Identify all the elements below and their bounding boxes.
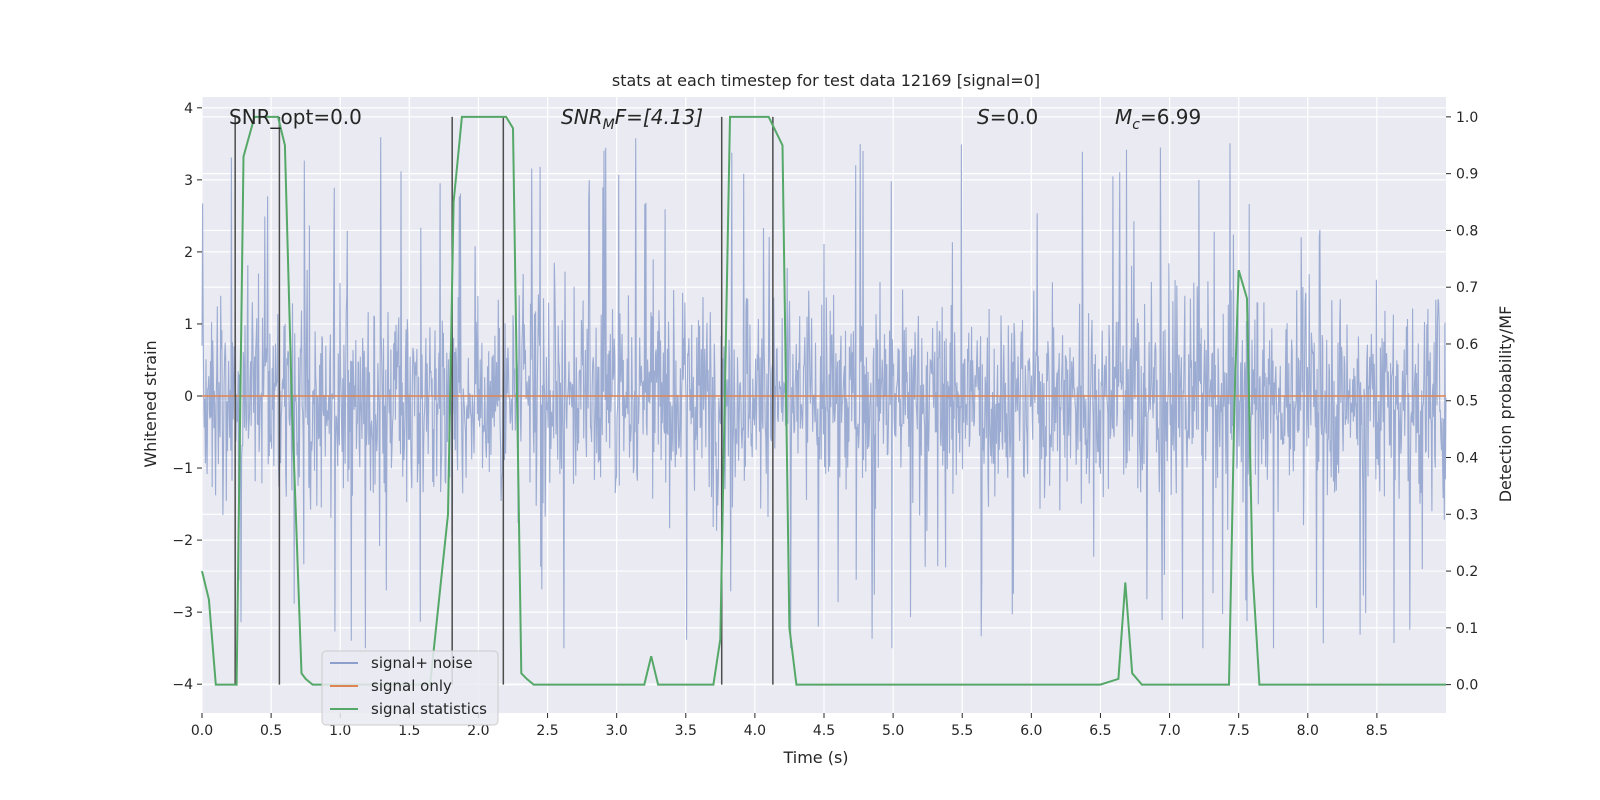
y-right-tick-label-3: 0.3 — [1456, 507, 1478, 523]
legend-label-signal-only: signal only — [371, 677, 452, 695]
annotation-s-symbol: S — [977, 105, 990, 129]
y-tick-label-4: 0 — [184, 389, 193, 405]
y-tick-label-7: 3 — [184, 173, 193, 189]
signal-noise-line — [201, 137, 1447, 649]
y-tick-label-8: 4 — [184, 101, 193, 117]
y-tick-label-5: 1 — [184, 317, 193, 333]
x-tick-label-3: 1.5 — [398, 723, 420, 739]
y-right-tick-label-10: 1.0 — [1456, 110, 1478, 126]
y-right-tick-label-2: 0.2 — [1456, 564, 1478, 580]
x-tick-label-6: 3.0 — [606, 723, 628, 739]
x-tick-label-16: 8.0 — [1297, 723, 1319, 739]
x-tick-label-14: 7.0 — [1158, 723, 1180, 739]
y-right-tick-label-9: 0.9 — [1456, 167, 1478, 183]
annotation-mc-symbol: M — [1115, 105, 1132, 129]
annotation-snr-mf: SNRMF=[4.13] — [561, 105, 703, 133]
y-right-tick-label-6: 0.6 — [1456, 337, 1478, 353]
x-tick-label-5: 2.5 — [536, 723, 558, 739]
annotation-mc: Mc=6.99 — [1115, 105, 1201, 133]
y-right-tick-label-8: 0.8 — [1456, 223, 1478, 239]
y-right-tick-label-7: 0.7 — [1456, 280, 1478, 296]
y-right-tick-label-0: 0.0 — [1456, 678, 1478, 694]
x-tick-label-4: 2.0 — [467, 723, 489, 739]
annotation-snr-opt: SNR_opt=0.0 — [229, 105, 362, 129]
x-tick-label-9: 4.5 — [813, 723, 835, 739]
x-tick-label-8: 4.0 — [744, 723, 766, 739]
y-tick-label-0: −4 — [172, 677, 193, 693]
legend: signal+ noise signal only signal statist… — [321, 650, 499, 726]
chart-title: stats at each timestep for test data 121… — [612, 71, 1040, 90]
annotation-snr-mf-prefix: SNR — [561, 105, 603, 129]
y-tick-label-3: −1 — [172, 461, 193, 477]
y-axis-left: −4 −3 −2 −1 0 1 2 3 4 — [172, 101, 202, 693]
y-right-tick-label-1: 0.1 — [1456, 621, 1478, 637]
legend-label-signal-noise: signal+ noise — [371, 654, 473, 672]
annotation-snr-mf-suffix: F=[4.13] — [615, 105, 703, 129]
y-right-tick-label-4: 0.4 — [1456, 451, 1478, 467]
legend-label-signal-statistics: signal statistics — [371, 700, 487, 718]
annotation-s: S=0.0 — [977, 105, 1038, 129]
annotation-snr-mf-sub: M — [603, 117, 615, 133]
y-axis-right: 0.0 0.1 0.2 0.3 0.4 0.5 0.6 0.7 0.8 0.9 1.0 — [1446, 110, 1478, 694]
annotation-mc-value: =6.99 — [1140, 105, 1201, 129]
signal-statistics-series — [201, 115, 1446, 686]
x-tick-label-13: 6.5 — [1089, 723, 1111, 739]
annotation-mc-sub: c — [1132, 117, 1140, 133]
y-tick-label-1: −3 — [172, 605, 193, 621]
x-axis: 0.0 0.5 1.0 1.5 2.0 2.5 3.0 3.5 4.0 4.5 5.0 5.5 6.0 6… — [191, 713, 1388, 739]
x-tick-label-12: 6.0 — [1020, 723, 1042, 739]
y-axis-label: Whitened strain — [141, 340, 160, 467]
x-tick-label-11: 5.5 — [951, 723, 973, 739]
annotation-s-value: =0.0 — [990, 105, 1039, 129]
x-tick-label-10: 5.0 — [882, 723, 904, 739]
signal-statistics-line — [201, 115, 1446, 686]
x-tick-label-15: 7.5 — [1228, 723, 1250, 739]
x-tick-label-7: 3.5 — [675, 723, 697, 739]
y-right-tick-label-5: 0.5 — [1456, 394, 1478, 410]
x-axis-label: Time (s) — [782, 748, 848, 767]
signal-noise-series — [201, 137, 1447, 649]
y-tick-label-2: −2 — [172, 533, 193, 549]
x-tick-label-1: 0.5 — [260, 723, 282, 739]
y-tick-label-6: 2 — [184, 245, 193, 261]
x-tick-label-2: 1.0 — [329, 723, 351, 739]
x-tick-label-17: 8.5 — [1366, 723, 1388, 739]
y-axis-right-label: Detection probability/MF — [1496, 306, 1515, 503]
x-tick-label-0: 0.0 — [191, 723, 213, 739]
legend-box — [321, 650, 499, 726]
